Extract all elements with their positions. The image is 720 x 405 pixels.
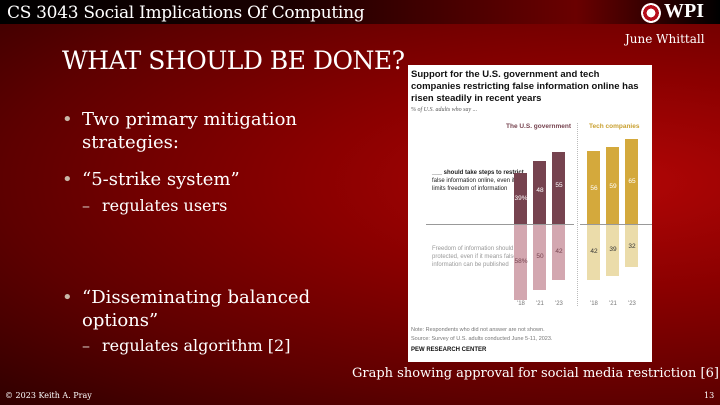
restrict-label: ___ should take steps to restrict false … <box>432 169 527 193</box>
group-divider <box>577 123 578 306</box>
freedom-label: Freedom of information should be protect… <box>432 246 522 268</box>
year-label: '23 <box>555 301 563 307</box>
baseline-tech <box>580 224 652 225</box>
bar-value: 55 <box>555 182 563 189</box>
baseline-gov <box>426 224 574 225</box>
bar-value: 65 <box>628 178 636 185</box>
year-label: '18 <box>517 301 525 307</box>
group-label-tech: Tech companies <box>589 123 640 130</box>
bar-gov-restrict-2021: 48 <box>533 161 546 224</box>
author-name: June Whittall <box>625 32 705 46</box>
restrict-label-bold: ___ should take steps to restrict <box>432 170 524 176</box>
sub-bullet-item: – regulates algorithm [2] <box>82 336 290 355</box>
bar-gov-freedom-2023: 42 <box>552 225 565 280</box>
year-label: '21 <box>609 301 617 307</box>
slide-title: WHAT SHOULD BE DONE? <box>62 46 405 75</box>
bar-tech-restrict-2021: 59 <box>606 147 619 224</box>
bar-tech-freedom-2021: 39 <box>606 225 619 276</box>
chart-title: Support for the U.S. government and tech… <box>411 69 639 104</box>
group-label-government: The U.S. government <box>506 123 572 130</box>
year-label: '18 <box>590 301 598 307</box>
chart-note: Note: Respondents who did not answer are… <box>411 327 545 333</box>
bullet-text: “Disseminating balanced options” <box>82 287 311 331</box>
bullet-dot-icon: • <box>62 169 73 190</box>
bar-gov-freedom-2021: 50 <box>533 225 546 290</box>
bar-value: 56 <box>590 185 598 192</box>
bar-value: 48 <box>536 187 544 194</box>
dash-icon: – <box>82 336 90 355</box>
figure-caption: Graph showing approval for social media … <box>352 366 719 381</box>
pew-chart-image: Support for the U.S. government and tech… <box>408 65 652 362</box>
sub-bullet-text: regulates users <box>102 196 228 215</box>
chart-subtitle: % of U.S. adults who say ... <box>411 107 478 113</box>
bullet-item: • “5-strike system” <box>62 168 342 191</box>
year-label: '23 <box>628 301 636 307</box>
pew-logo-text: PEW RESEARCH CENTER <box>411 347 487 353</box>
bar-value: 58% <box>514 258 528 265</box>
bar-gov-restrict-2018: 39% <box>514 173 528 224</box>
course-title: CS 3043 Social Implications Of Computing <box>7 3 365 23</box>
bullet-item: • “Disseminating balanced options” <box>62 286 342 332</box>
copyright: © 2023 Keith A. Pray <box>5 391 92 400</box>
bar-value: 59 <box>609 183 617 190</box>
wpi-seal-icon <box>641 3 661 23</box>
bar-tech-freedom-2023: 32 <box>625 225 638 267</box>
dash-icon: – <box>82 196 90 215</box>
bullet-dot-icon: • <box>62 287 73 308</box>
bar-tech-restrict-2023: 65 <box>625 139 638 224</box>
bar-gov-restrict-2023: 55 <box>552 152 565 224</box>
year-label: '21 <box>536 301 544 307</box>
sub-bullet-item: – regulates users <box>82 196 227 215</box>
bar-tech-restrict-2018: 56 <box>587 151 600 224</box>
bar-value: 39% <box>514 195 528 202</box>
bar-value: 42 <box>555 248 563 255</box>
chart-source: Source: Survey of U.S. adults conducted … <box>411 336 553 342</box>
bar-value: 42 <box>590 248 598 255</box>
bar-value: 32 <box>628 243 636 250</box>
title-bar: CS 3043 Social Implications Of Computing… <box>0 0 720 24</box>
bar-tech-freedom-2018: 42 <box>587 225 600 280</box>
bullet-item: • Two primary mitigation strategies: <box>62 108 342 154</box>
bar-value: 50 <box>536 253 544 260</box>
bar-gov-freedom-2018: 58% <box>514 225 528 300</box>
bullet-dot-icon: • <box>62 109 73 130</box>
sub-bullet-text: regulates algorithm [2] <box>102 336 291 355</box>
restrict-label-rest: false information online, even if it lim… <box>432 178 520 192</box>
bar-value: 39 <box>609 246 617 253</box>
bullet-text: Two primary mitigation strategies: <box>82 109 297 153</box>
bullet-text: “5-strike system” <box>82 169 240 190</box>
page-number: 13 <box>704 391 715 400</box>
wpi-logo-text: WPI <box>664 0 704 22</box>
